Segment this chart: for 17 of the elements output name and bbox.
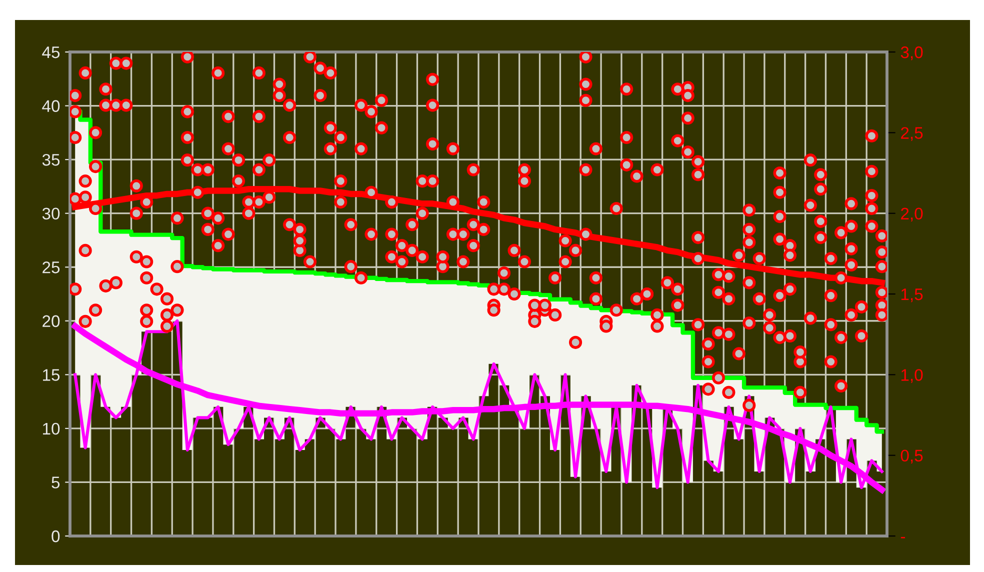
y-tick-label: 25 bbox=[42, 262, 60, 274]
y-tick-label: 5 bbox=[52, 476, 60, 488]
y2-tick-label: 2,5 bbox=[901, 127, 923, 141]
y2-tick-label: 1,0 bbox=[901, 369, 923, 383]
y2-tick-label: 1,5 bbox=[901, 288, 923, 302]
y-tick-label: 35 bbox=[42, 154, 60, 166]
y-tick-label: 45 bbox=[42, 46, 60, 58]
y2-tick-label: 3,0 bbox=[900, 46, 923, 60]
y-tick-label: 20 bbox=[42, 315, 60, 328]
y-tick-label: 0 bbox=[52, 530, 60, 542]
y2-tick-label: 0,5 bbox=[900, 450, 923, 464]
y2-tick-label: - bbox=[900, 536, 906, 538]
y2-tick-label: 2,0 bbox=[901, 208, 923, 222]
y-tick-label: 30 bbox=[42, 208, 60, 220]
y-tick-label: 15 bbox=[43, 369, 60, 381]
y-tick-label: 10 bbox=[43, 422, 60, 435]
y-tick-label: 40 bbox=[42, 100, 60, 112]
